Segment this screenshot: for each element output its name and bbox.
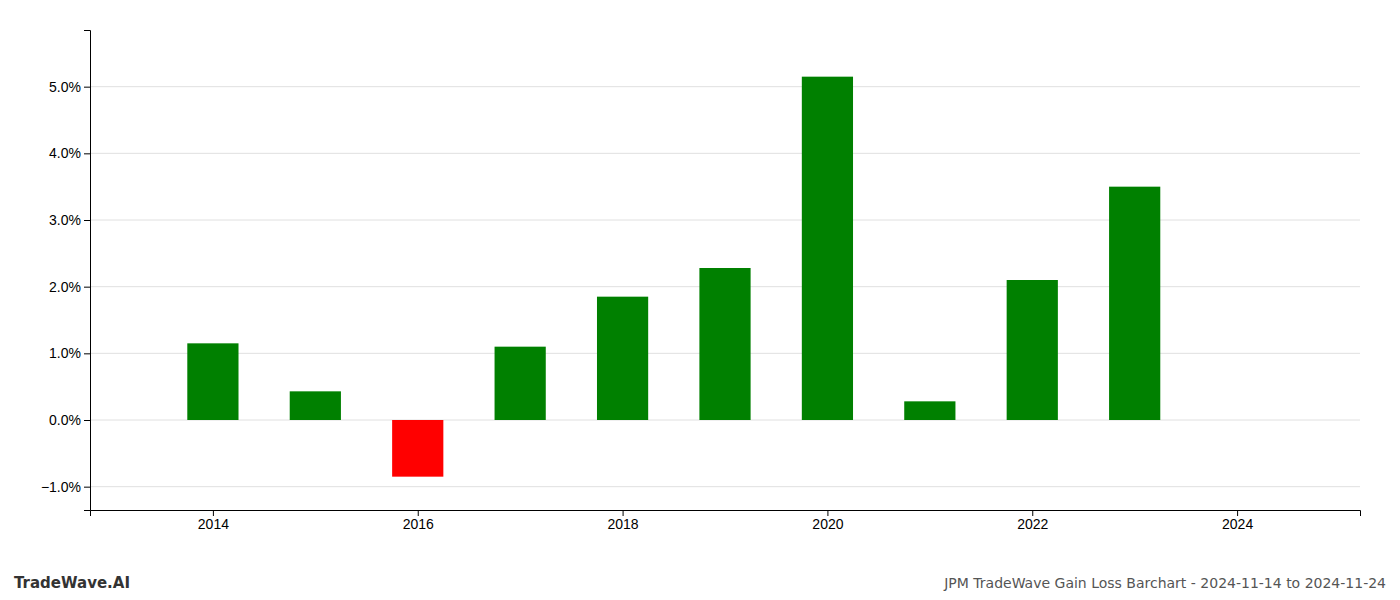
- tick: 2020: [812, 510, 843, 532]
- grid-line: [90, 153, 1360, 154]
- tick-label: 2014: [198, 516, 229, 532]
- grid-line: [90, 486, 1360, 487]
- tick-mark: [84, 487, 90, 488]
- tick-label: 2024: [1222, 516, 1253, 532]
- tick: 1.0%: [49, 345, 90, 361]
- bars: [187, 77, 1160, 477]
- bar: [699, 268, 750, 420]
- tick-label: 1.0%: [49, 345, 81, 361]
- tick: 2016: [403, 510, 434, 532]
- bar: [392, 420, 443, 477]
- grid-line: [90, 220, 1360, 221]
- tick-mark: [84, 353, 90, 354]
- bar: [1109, 187, 1160, 420]
- bar: [802, 77, 853, 420]
- tick-label: 2020: [812, 516, 843, 532]
- tick-mark: [84, 287, 90, 288]
- chart-container: −1.0%0.0%1.0%2.0%3.0%4.0%5.0%20142016201…: [0, 0, 1400, 600]
- grid: [90, 87, 1360, 487]
- tick: 2.0%: [49, 279, 90, 295]
- tick-label: 2.0%: [49, 279, 81, 295]
- x-axis: 2014 2016 2018 2020 2022 2024: [91, 510, 1361, 532]
- tick-mark: [84, 220, 90, 221]
- tick: −1.0%: [41, 479, 90, 495]
- tick: 2024: [1222, 510, 1253, 532]
- chart: −1.0%0.0%1.0%2.0%3.0%4.0%5.0%20142016201…: [0, 0, 1400, 600]
- tick: 5.0%: [49, 79, 90, 95]
- tick-label: 2022: [1017, 516, 1048, 532]
- title: JPM TradeWave Gain Loss Barchart - 2024-…: [943, 575, 1386, 591]
- bar: [187, 343, 238, 420]
- tick-label: 0.0%: [49, 412, 81, 428]
- tick: 0.0%: [49, 412, 90, 428]
- y-axis: −1.0% 0.0% 1.0% 2.0% 3.0% 4.0% 5.0%: [41, 31, 91, 511]
- bar: [904, 401, 955, 420]
- bar: [495, 347, 546, 420]
- tick: 4.0%: [49, 145, 90, 161]
- tick-label: 3.0%: [49, 212, 81, 228]
- bar: [290, 391, 341, 420]
- plot: −1.0%0.0%1.0%2.0%3.0%4.0%5.0%20142016201…: [41, 31, 1361, 532]
- tick-mark: [84, 153, 90, 154]
- tick-label: 4.0%: [49, 145, 81, 161]
- grid-line: [90, 86, 1360, 87]
- tick: 2018: [608, 510, 639, 532]
- axis-line: [84, 31, 91, 511]
- axis-line: [91, 511, 1361, 517]
- tick: 2022: [1017, 510, 1048, 532]
- tick-label: 5.0%: [49, 79, 81, 95]
- tick-label: 2018: [608, 516, 639, 532]
- tick-label: −1.0%: [41, 479, 81, 495]
- tick: 3.0%: [49, 212, 90, 228]
- bar: [597, 297, 648, 420]
- tick-mark: [84, 420, 90, 421]
- watermark: TradeWave.AI: [14, 574, 130, 592]
- tick-mark: [84, 87, 90, 88]
- tick-label: 2016: [403, 516, 434, 532]
- tick: 2014: [198, 510, 229, 532]
- bar: [1007, 280, 1058, 420]
